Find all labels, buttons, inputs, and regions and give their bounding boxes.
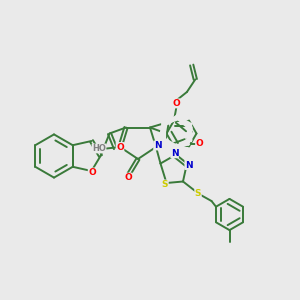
Text: N: N (171, 149, 178, 158)
Text: O: O (196, 139, 203, 148)
Text: S: S (195, 189, 201, 198)
Text: O: O (116, 142, 124, 152)
Text: N: N (154, 141, 161, 150)
Text: O: O (88, 168, 96, 177)
Text: HO: HO (92, 144, 106, 153)
Text: O: O (124, 173, 132, 182)
Text: N: N (185, 160, 193, 169)
Text: S: S (162, 180, 168, 189)
Text: O: O (172, 99, 180, 108)
